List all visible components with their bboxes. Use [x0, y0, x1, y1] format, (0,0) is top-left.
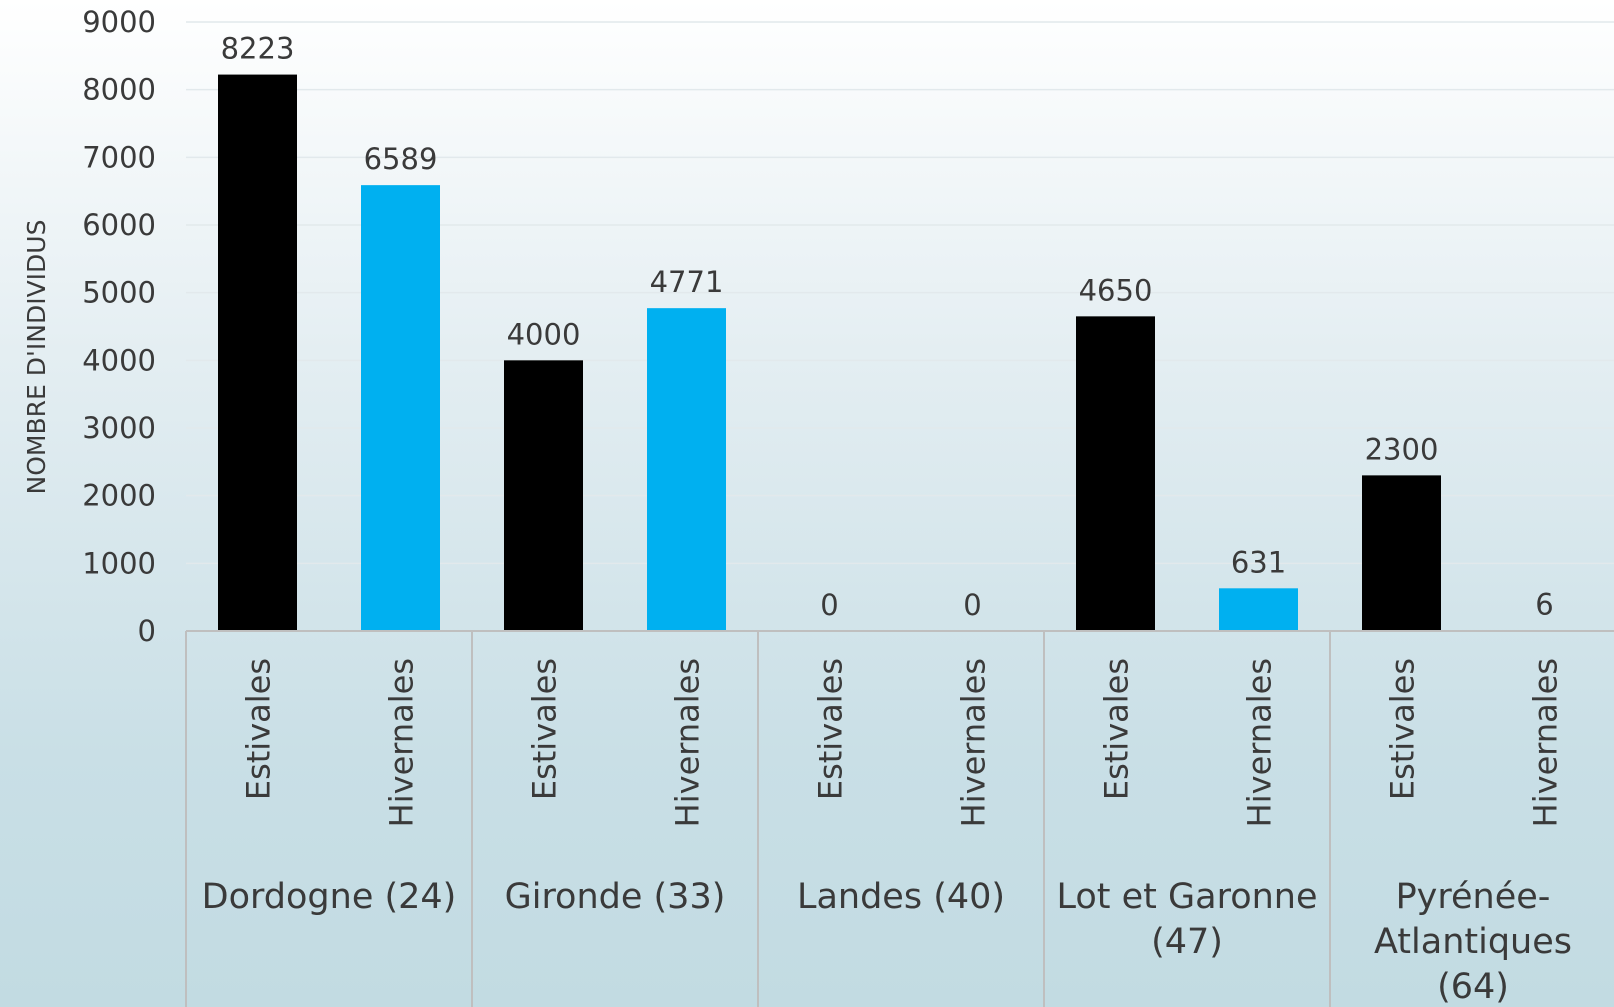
y-axis-title: NOMBRE D'INDIVIDUS — [22, 220, 51, 495]
data-labels: 8223 6589 4000 4771 0 0 4650 631 2300 6 — [221, 32, 1554, 622]
bars — [218, 74, 1584, 631]
data-label: 6589 — [364, 142, 438, 176]
bar-estivales — [1076, 316, 1155, 631]
bar-estivales — [218, 74, 297, 631]
bar-hivernales — [361, 185, 440, 631]
category-label-hivernales: Hivernales — [955, 658, 993, 827]
category-label-hivernales: Hivernales — [383, 658, 421, 827]
bar-estivales — [1362, 475, 1441, 631]
data-label: 4771 — [650, 265, 724, 299]
y-tick-label: 5000 — [82, 276, 156, 310]
y-tick-label: 8000 — [82, 73, 156, 107]
category-label-hivernales: Hivernales — [1527, 658, 1565, 827]
category-label-estivales: Estivales — [526, 658, 564, 800]
group-label: Gironde (33) — [505, 877, 726, 917]
data-label: 0 — [820, 588, 838, 622]
data-label: 8223 — [221, 32, 295, 66]
bar-hivernales — [1219, 588, 1298, 631]
y-axis-ticks: 0 1000 2000 3000 4000 5000 6000 7000 8000 9000 — [82, 5, 156, 648]
x-axis: Estivales Hivernales Dordogne (24) Estivale… — [185, 630, 1614, 1007]
y-tick-label: 3000 — [82, 411, 156, 445]
y-tick-label: 4000 — [82, 343, 156, 377]
category-label-estivales: Estivales — [240, 658, 278, 800]
group-label: Dordogne (24) — [202, 877, 457, 917]
y-tick-label: 7000 — [82, 140, 156, 174]
category-label-hivernales: Hivernales — [1241, 658, 1279, 827]
y-tick-label: 9000 — [82, 5, 156, 39]
data-label: 4000 — [507, 317, 581, 351]
bar-hivernales — [647, 308, 726, 631]
group-label: Pyrénée- — [1396, 877, 1551, 917]
category-label-hivernales: Hivernales — [669, 658, 707, 827]
y-tick-label: 0 — [138, 614, 156, 648]
bar-estivales — [504, 360, 583, 631]
data-label: 4650 — [1079, 273, 1153, 307]
category-label-estivales: Estivales — [1384, 658, 1422, 800]
data-label: 6 — [1535, 588, 1553, 622]
y-tick-label: 1000 — [82, 546, 156, 580]
data-label: 2300 — [1365, 432, 1439, 466]
group-label: (64) — [1437, 967, 1509, 1007]
data-label: 0 — [963, 588, 981, 622]
group-label: Lot et Garonne — [1056, 877, 1317, 917]
y-tick-label: 6000 — [82, 208, 156, 242]
group-label: (47) — [1151, 922, 1223, 962]
data-label: 631 — [1231, 545, 1286, 579]
group-label: Atlantiques — [1374, 922, 1572, 962]
category-label-estivales: Estivales — [812, 658, 850, 800]
group-label: Landes (40) — [797, 877, 1005, 917]
y-tick-label: 2000 — [82, 479, 156, 513]
category-label-estivales: Estivales — [1098, 658, 1136, 800]
